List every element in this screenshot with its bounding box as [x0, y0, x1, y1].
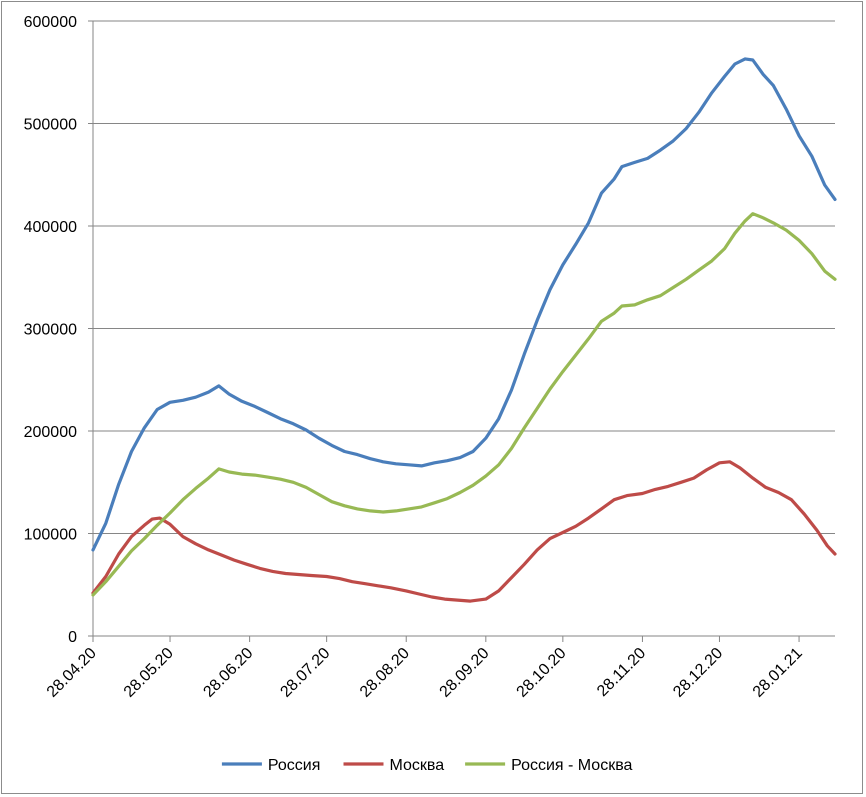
x-tick-label-9: 28.01.21 — [750, 645, 806, 701]
y-tick-label-6: 600000 — [24, 14, 77, 31]
x-tick-labels: 28.04.20 28.05.20 28.06.20 28.07.20 28.08.20… — [44, 645, 806, 701]
series-line-1 — [91, 460, 837, 603]
x-tick-label-5: 28.09.20 — [437, 645, 493, 701]
x-tick-label-6: 28.10.20 — [514, 645, 570, 701]
x-tick-label-8: 28.12.20 — [670, 645, 726, 701]
x-tick-label-4: 28.08.20 — [357, 645, 413, 701]
series-line-0 — [91, 57, 837, 552]
legend-label-0: Россия — [268, 757, 320, 774]
series-lines — [91, 57, 837, 603]
axes — [88, 20, 835, 642]
x-tick-label-0: 28.04.20 — [44, 645, 100, 701]
legend: Россия Москва Россия - Москва — [221, 757, 633, 774]
x-tick-label-7: 28.11.20 — [594, 645, 649, 700]
gridlines — [93, 20, 835, 534]
y-tick-label-0: 0 — [68, 629, 77, 646]
y-tick-label-4: 400000 — [24, 219, 77, 236]
series-line-2 — [91, 212, 837, 597]
x-tick-label-1: 28.05.20 — [121, 645, 177, 701]
legend-label-2: Россия - Москва — [511, 757, 632, 774]
x-tick-label-3: 28.07.20 — [277, 645, 333, 701]
y-tick-label-5: 500000 — [24, 117, 77, 134]
legend-label-1: Москва — [390, 757, 445, 774]
y-tick-label-2: 200000 — [24, 424, 77, 441]
y-tick-label-3: 300000 — [24, 322, 77, 339]
y-tick-label-1: 100000 — [24, 527, 77, 544]
x-tick-label-2: 28.06.20 — [200, 645, 256, 701]
y-tick-labels: 0 100000 200000 300000 400000 500000 600000 — [24, 14, 77, 646]
